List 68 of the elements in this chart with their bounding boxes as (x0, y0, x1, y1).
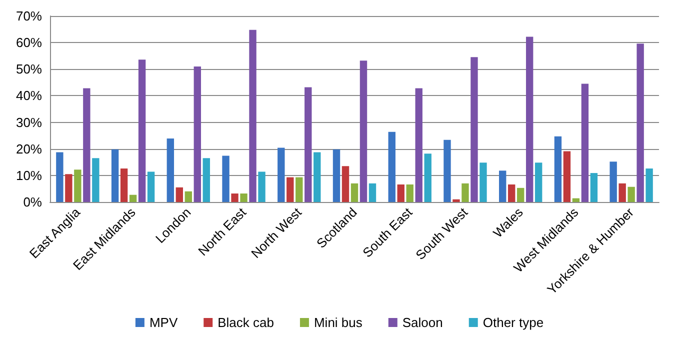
bar (618, 183, 626, 202)
bar (554, 136, 562, 202)
bar (184, 191, 192, 202)
bar (74, 170, 82, 202)
y-tick-label: 60% (16, 35, 42, 50)
bar (415, 88, 422, 202)
bar (304, 87, 312, 202)
bar (480, 162, 487, 202)
bar (368, 183, 376, 202)
legend-label: Mini bus (314, 315, 363, 330)
bar (258, 172, 266, 202)
bar (516, 188, 524, 202)
bar (350, 183, 358, 202)
bar (92, 158, 100, 202)
bar (176, 187, 184, 202)
bar (240, 193, 248, 202)
bar (581, 84, 589, 202)
bar (332, 149, 340, 202)
bar (424, 154, 432, 202)
bar (572, 198, 580, 202)
y-tick-label: 30% (16, 114, 42, 130)
bar (278, 148, 285, 202)
y-tick-label: 10% (16, 168, 42, 183)
y-tick-label: 50% (16, 62, 42, 77)
legend-label: Other type (482, 315, 544, 330)
y-tick-label: 20% (16, 141, 42, 156)
bar (286, 177, 294, 202)
bar (444, 140, 451, 202)
bar (111, 149, 119, 202)
bar (406, 184, 414, 202)
bar (636, 44, 644, 202)
bar (470, 57, 478, 202)
bar (56, 152, 64, 202)
bar (147, 172, 155, 202)
bar (526, 36, 534, 202)
legend-label: MPV (149, 315, 178, 330)
bar (534, 162, 542, 202)
bar (452, 199, 460, 202)
bar (342, 166, 350, 202)
bar (120, 168, 128, 202)
bar (314, 152, 321, 202)
bar (166, 138, 174, 202)
bar (397, 184, 404, 202)
bar (590, 173, 598, 202)
bar (563, 151, 571, 202)
bar (65, 174, 72, 202)
bar (296, 177, 303, 202)
bar (83, 88, 90, 202)
bar (462, 183, 469, 202)
bar (628, 186, 635, 202)
y-tick-label: 0% (23, 194, 42, 210)
bar (646, 168, 653, 202)
bar (610, 162, 617, 202)
bar (508, 184, 516, 202)
bar (194, 66, 202, 202)
bar (360, 60, 368, 202)
bar (222, 156, 230, 202)
bar (249, 30, 256, 202)
legend-label: Black cab (218, 315, 274, 330)
bar (202, 158, 210, 202)
y-tick-label: 40% (16, 88, 42, 104)
bar (231, 193, 238, 202)
bar (129, 194, 137, 202)
y-tick-label: 70% (16, 8, 42, 24)
bar (138, 60, 146, 202)
bar (388, 132, 396, 202)
legend-label: Saloon (402, 315, 443, 330)
bar (499, 170, 506, 202)
